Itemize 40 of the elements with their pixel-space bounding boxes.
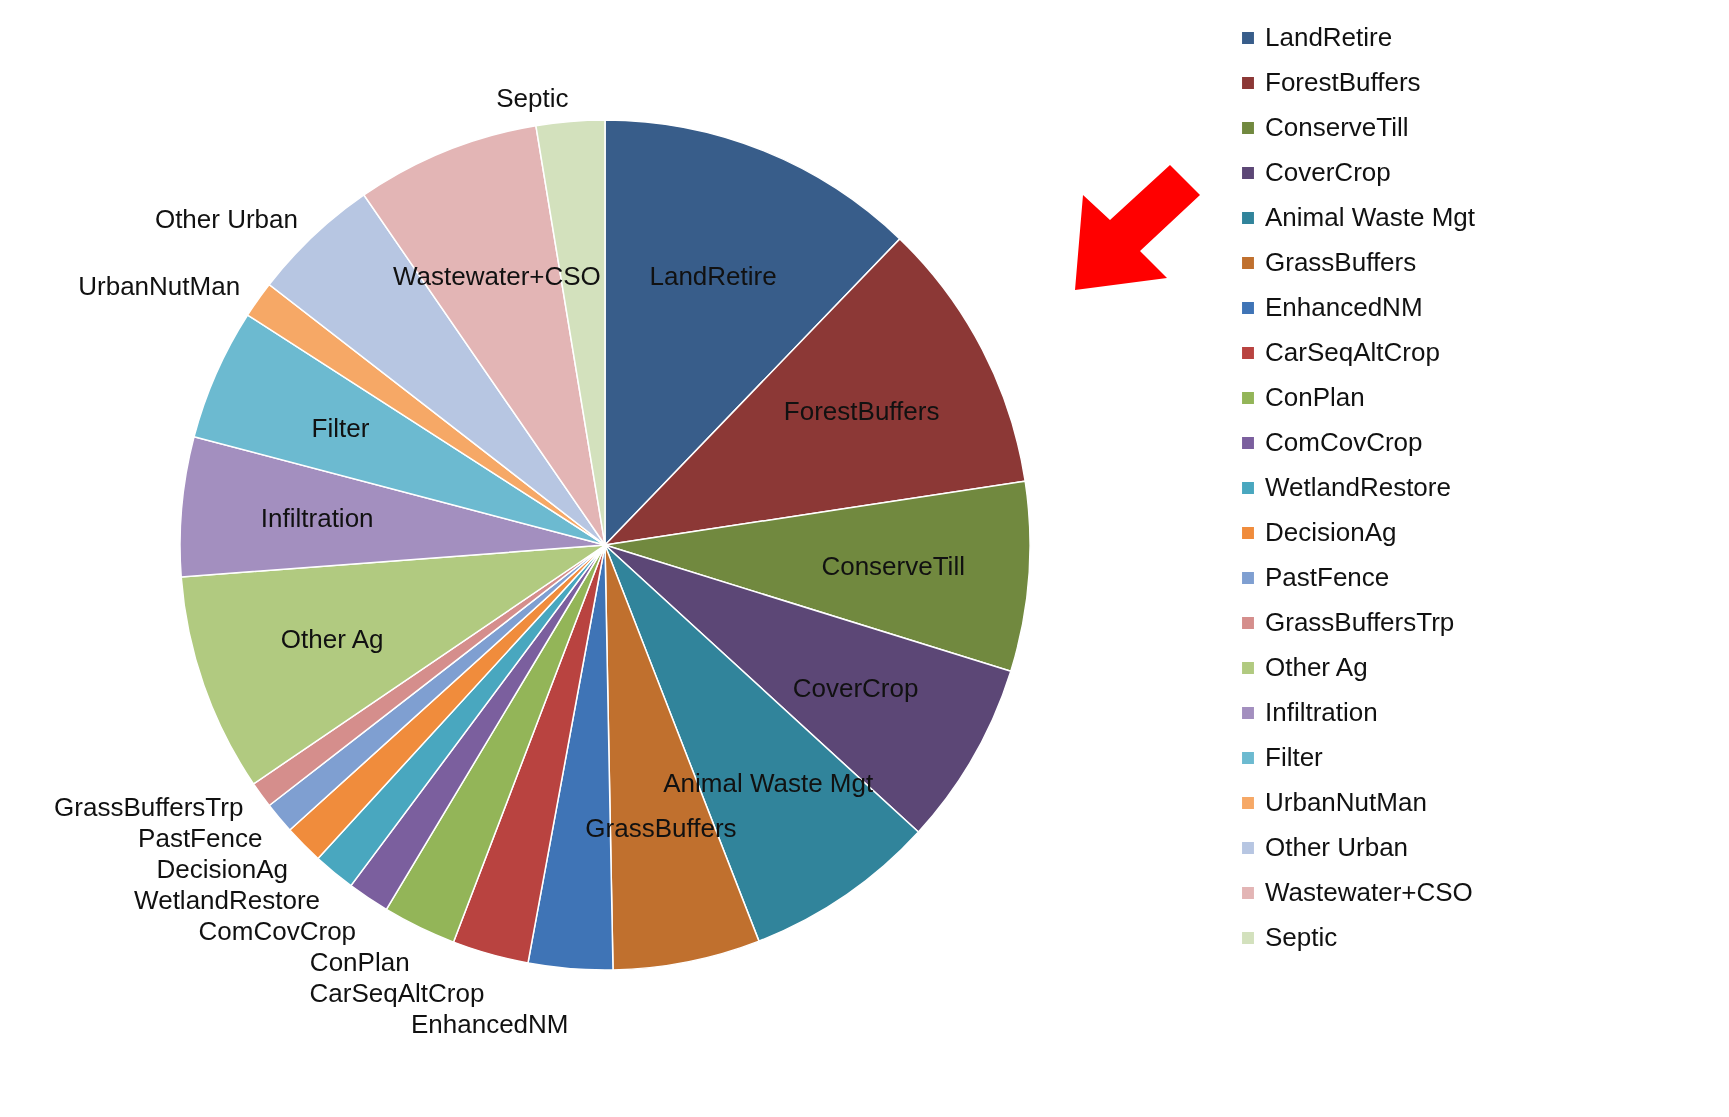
legend-label: GrassBuffers	[1265, 247, 1417, 277]
legend-label: ConserveTill	[1265, 112, 1409, 142]
legend-label: Animal Waste Mgt	[1265, 202, 1476, 232]
legend-label: EnhancedNM	[1265, 292, 1423, 322]
legend-label: Septic	[1265, 922, 1338, 952]
legend-label: GrassBuffersTrp	[1265, 607, 1455, 637]
slice-label: Filter	[311, 412, 370, 443]
legend-label: Other Urban	[1265, 832, 1409, 862]
slice-label: ConPlan	[309, 946, 410, 977]
slice-label: ConserveTill	[821, 550, 965, 581]
legend-label: CoverCrop	[1265, 157, 1391, 187]
legend-label: DecisionAg	[1265, 517, 1397, 547]
legend-label: Filter	[1265, 742, 1324, 772]
slice-label: UrbanNutMan	[78, 270, 241, 301]
legend-label: Infiltration	[1265, 697, 1378, 727]
slice-label: Septic	[496, 83, 569, 114]
legend-label: UrbanNutMan	[1265, 787, 1427, 817]
legend-label: Wastewater+CSO	[1265, 877, 1473, 907]
slice-label: Infiltration	[260, 502, 374, 533]
slice-label: Wastewater+CSO	[393, 260, 601, 291]
legend-label: WetlandRestore	[1265, 472, 1451, 502]
legend-label: LandRetire	[1265, 22, 1393, 52]
legend-label: ComCovCrop	[1265, 427, 1423, 457]
legend-label: CarSeqAltCrop	[1265, 337, 1440, 367]
slice-label: LandRetire	[649, 260, 777, 291]
slice-label: Other Urban	[154, 204, 298, 235]
slice-label: ForestBuffers	[783, 396, 940, 427]
legend-label: ForestBuffers	[1265, 67, 1421, 97]
slice-label: ComCovCrop	[198, 915, 357, 946]
slice-label: Other Ag	[280, 624, 384, 655]
legend-label: ConPlan	[1265, 382, 1365, 412]
slice-label: EnhancedNM	[410, 1008, 569, 1039]
slice-label: GrassBuffersTrp	[54, 791, 244, 822]
slice-label: CoverCrop	[792, 672, 919, 703]
slice-label: PastFence	[138, 822, 263, 853]
legend-label: PastFence	[1265, 562, 1390, 592]
slice-label: DecisionAg	[156, 853, 288, 884]
slice-label: WetlandRestore	[134, 884, 321, 915]
legend-label: Other Ag	[1265, 652, 1368, 682]
slice-label: CarSeqAltCrop	[309, 977, 485, 1008]
